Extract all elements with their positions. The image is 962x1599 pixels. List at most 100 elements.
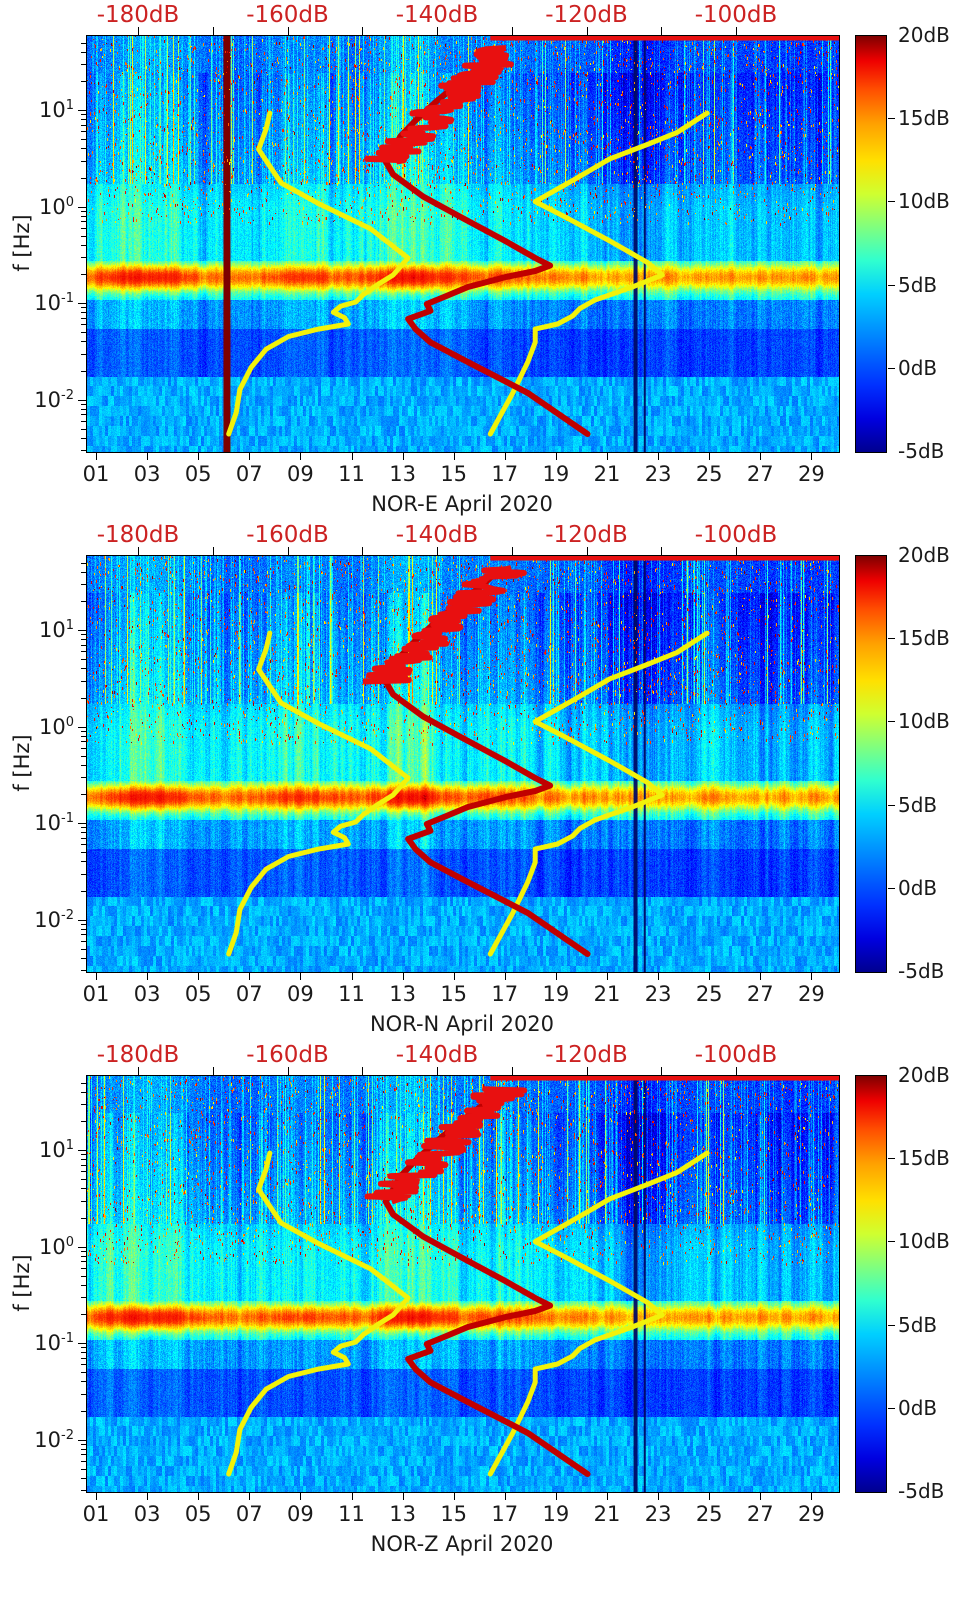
top-db-tick: [661, 27, 663, 35]
x-tick: [300, 452, 302, 460]
y-tick-minor: [81, 1393, 86, 1395]
y-tick-major: [78, 303, 86, 304]
colorbar-tick: [888, 201, 895, 203]
y-tick-minor: [81, 1410, 86, 1412]
y-tick-minor: [81, 794, 86, 795]
x-tick-label: 27: [746, 462, 774, 486]
x-tick: [811, 452, 813, 460]
x-tick: [96, 1492, 97, 1500]
top-db-tick: [511, 1067, 513, 1075]
top-db-tick: [362, 547, 364, 555]
y-tick-minor: [81, 119, 86, 121]
x-tick: [607, 1492, 608, 1500]
y-tick-label: 10-1: [34, 291, 74, 315]
top-db-tick: [287, 27, 289, 35]
top-db-tick: [362, 1067, 364, 1075]
x-tick-label: 07: [235, 1502, 263, 1526]
y-tick-minor: [81, 934, 86, 936]
y-tick-minor: [81, 353, 86, 355]
y-tick-minor: [81, 668, 86, 670]
y-tick-minor: [81, 42, 86, 44]
x-tick-label: 03: [133, 462, 161, 486]
top-db-tick: [661, 547, 663, 555]
y-tick-minor: [81, 1267, 86, 1269]
x-tick: [198, 452, 200, 460]
y-tick-minor: [81, 1121, 86, 1122]
y-tick-minor: [81, 332, 86, 333]
y-tick-minor: [81, 1171, 86, 1173]
x-tick: [351, 972, 353, 980]
x-tick: [453, 452, 455, 460]
y-tick-minor: [81, 114, 86, 116]
x-tick-label: 23: [644, 982, 672, 1006]
y-tick-major: [78, 1439, 86, 1441]
y-tick-minor: [81, 1104, 86, 1105]
x-tick-label: 01: [82, 982, 110, 1006]
x-tick: [504, 972, 506, 980]
y-tick-minor: [81, 923, 86, 925]
x-tick-label: 29: [798, 982, 825, 1006]
y-tick-minor: [81, 764, 86, 766]
colorbar-label: 20dB: [898, 23, 950, 47]
x-tick: [351, 452, 353, 460]
top-db-label: -160dB: [246, 2, 329, 28]
x-tick-label: 11: [338, 1502, 365, 1526]
y-tick-label: 100: [38, 714, 74, 739]
y-tick-minor: [81, 437, 86, 439]
y-axis-title-nor-z: f [Hz]: [10, 1254, 34, 1312]
top-db-label: -120dB: [545, 522, 628, 548]
y-tick-minor: [81, 1284, 86, 1286]
x-tick-label: 15: [440, 982, 468, 1006]
y-tick-minor: [81, 1352, 86, 1354]
plot-area-nor-z: [86, 1075, 840, 1493]
colorbar-tick: [888, 1407, 895, 1409]
x-tick: [658, 972, 660, 980]
y-tick-minor: [81, 177, 86, 179]
top-db-tick: [586, 547, 588, 555]
y-tick-label: 101: [38, 618, 74, 642]
y-tick-minor: [81, 51, 86, 53]
y-tick-label: 10-2: [34, 907, 74, 932]
y-tick-minor: [81, 131, 86, 133]
y-tick-minor: [81, 1443, 86, 1445]
y-tick-minor: [81, 957, 86, 959]
top-db-tick: [661, 1067, 663, 1075]
colorbar-tick: [888, 1241, 895, 1243]
x-tick-label: 03: [133, 982, 161, 1006]
x-tick: [96, 972, 97, 980]
y-tick-label: 10-1: [34, 1331, 74, 1355]
top-db-tick: [511, 27, 513, 35]
y-tick-minor: [81, 873, 86, 875]
plot-area-nor-e: [86, 35, 840, 453]
x-tick-label: 19: [542, 1502, 570, 1526]
y-tick-minor: [81, 370, 86, 372]
x-tick-label: 03: [133, 1502, 161, 1526]
x-tick: [760, 972, 762, 980]
x-tick: [402, 452, 404, 460]
y-tick-minor: [81, 571, 86, 573]
spectrogram-panel-nor-z: -180dB -160dB -140dB -120dB -100dB 101 100 10-1…: [0, 1040, 962, 1559]
x-tick: [504, 1492, 506, 1500]
y-tick-minor: [81, 324, 86, 326]
colorbar-tick: [888, 367, 895, 369]
y-tick-minor: [81, 1347, 86, 1349]
y-tick-minor: [81, 837, 86, 839]
top-db-tick: [586, 27, 588, 35]
top-db-label: -140dB: [395, 1042, 479, 1068]
x-tick-label: 11: [338, 982, 365, 1006]
y-tick-label: 101: [38, 1138, 74, 1162]
x-tick: [709, 972, 711, 980]
top-db-tick: [362, 27, 364, 35]
y-tick-major: [78, 726, 86, 728]
colorbar-label: 0dB: [898, 1395, 938, 1420]
y-tick-label: 101: [38, 98, 74, 122]
x-tick-label: 27: [746, 982, 774, 1006]
spectrogram-image-nor-e: [87, 36, 839, 452]
top-db-label: -120dB: [545, 2, 628, 28]
y-tick-minor: [81, 1255, 86, 1257]
y-tick-minor: [81, 601, 86, 602]
y-tick-minor: [81, 257, 86, 258]
y-tick-minor: [81, 1082, 86, 1084]
colorbar-tick: [888, 1158, 895, 1160]
y-tick-minor: [81, 1154, 86, 1156]
